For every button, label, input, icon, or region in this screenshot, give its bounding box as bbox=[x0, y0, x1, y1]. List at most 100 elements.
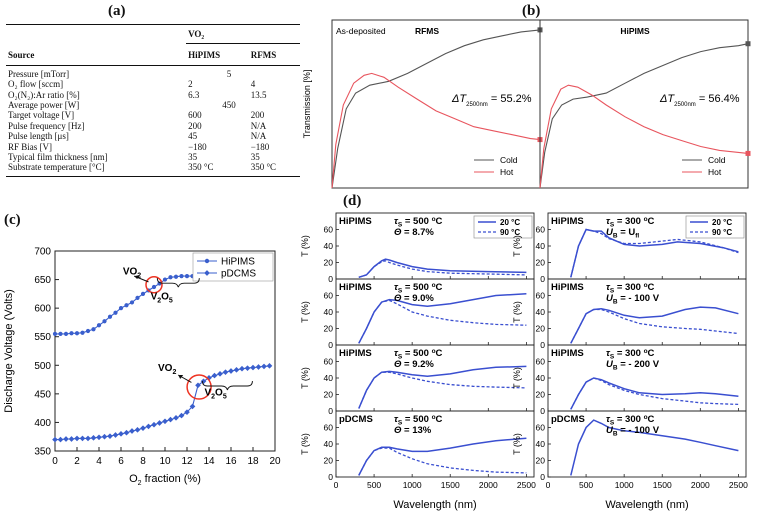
subplot-b-2: HiPIMS ΔT2500nm = 56.4% Cold Hot bbox=[539, 19, 751, 189]
subplot-d-0-0: 0 20 40 60 T (%) HiPIMS τS = 500 oCΘ = 8.7% 20 … bbox=[300, 212, 535, 284]
table-param-name: O₂ flow [sccm] bbox=[8, 79, 64, 90]
table-param-name: Substrate temperature [°C] bbox=[8, 162, 105, 173]
table-hipims-value: 45 bbox=[188, 131, 198, 142]
table-rfms-value: 350 °C bbox=[250, 162, 277, 173]
x-tick-label: 2500 bbox=[517, 480, 536, 490]
table-row: Typical film thickness [nm] 35 35 bbox=[6, 152, 300, 162]
panel-label-c: (c) bbox=[4, 212, 21, 228]
y-axis-label: Discharge Voltage (Volts) bbox=[3, 289, 15, 413]
point-pDCMS bbox=[57, 436, 64, 443]
point-HiPIMS bbox=[184, 274, 190, 279]
x-axis-label-left: Wavelength (nm) bbox=[393, 499, 476, 511]
line-90c bbox=[570, 377, 739, 410]
table-shared-value: 450 bbox=[222, 100, 236, 111]
y-axis-label: T (%) bbox=[300, 433, 310, 455]
table-hipims-value: 35 bbox=[188, 152, 198, 163]
substrate-temp-label: τS = 500 oC bbox=[394, 216, 443, 229]
legend-label-hot: Hot bbox=[500, 167, 514, 177]
point-HiPIMS bbox=[151, 284, 157, 290]
y-axis-label: T (%) bbox=[300, 367, 310, 389]
substrate-temp-label: τS = 300 oC bbox=[606, 414, 655, 427]
table-rfms-value: N/A bbox=[250, 131, 267, 142]
method-label: pDCMS bbox=[339, 414, 373, 425]
point-pDCMS bbox=[156, 420, 163, 426]
x-tick-label: 500 bbox=[367, 480, 381, 490]
y-tick-label: 0 bbox=[328, 406, 333, 416]
annotation-label: VO2 bbox=[123, 266, 141, 279]
y-tick-label: 60 bbox=[324, 225, 334, 235]
line-90c bbox=[358, 371, 527, 409]
point-pDCMS bbox=[233, 367, 240, 373]
point-pDCMS bbox=[244, 365, 251, 371]
y-axis-label: T (%) bbox=[512, 367, 522, 389]
table-param-name: Target voltage [V] bbox=[8, 110, 75, 121]
y-tick-label: 60 bbox=[536, 291, 546, 301]
legend-label-hot: Hot bbox=[708, 167, 722, 177]
subplot-b-1: RFMS As-deposited ΔT2500nm = 55.2% Cold Hot bbox=[331, 19, 543, 189]
table-rfms-value: 200 bbox=[250, 110, 265, 121]
legend-label-20c: 20 °C bbox=[712, 218, 732, 227]
y-axis-label: Transmission [%] bbox=[302, 70, 312, 139]
point-pDCMS bbox=[107, 433, 113, 439]
y-tick-label: 20 bbox=[536, 324, 546, 334]
line-20c bbox=[570, 419, 739, 476]
x-tick-label: 500 bbox=[579, 480, 593, 490]
y-tick-label: 0 bbox=[328, 340, 333, 350]
point-HiPIMS bbox=[113, 310, 118, 315]
point-pDCMS bbox=[189, 403, 196, 410]
arrowhead-vo2-hipims bbox=[134, 275, 140, 280]
y-tick-label: 20 bbox=[324, 324, 334, 334]
x-tick-label: 8 bbox=[140, 456, 146, 467]
point-HiPIMS bbox=[118, 306, 124, 311]
point-pDCMS bbox=[195, 382, 201, 389]
point-pDCMS bbox=[200, 378, 207, 385]
substrate-temp-label: τS = 300 oC bbox=[606, 348, 655, 361]
legend-marker-hipims bbox=[204, 258, 210, 264]
table-material-header: VO₂ bbox=[186, 24, 300, 45]
table-shared-value: 5 bbox=[226, 68, 232, 79]
y-tick-label: 60 bbox=[536, 225, 546, 235]
subplot-title: RFMS bbox=[415, 26, 439, 36]
point-pDCMS bbox=[261, 363, 267, 370]
table-rfms-value: 4 bbox=[250, 79, 256, 90]
point-HiPIMS bbox=[91, 327, 96, 332]
highlight-circle-hipims bbox=[145, 275, 163, 294]
x-tick-label: 4 bbox=[96, 456, 102, 467]
chart-c: 0 2 4 6 8 10 12 14 16 18 20 350 400 450 500 550 600 650 70… bbox=[3, 247, 281, 488]
point-pDCMS bbox=[255, 364, 262, 370]
chart-b: Transmission [%] RFMS As-deposited ΔT2500nm… bbox=[302, 19, 751, 189]
table-rfms-value: N/A bbox=[250, 120, 267, 131]
y-tick-label: 40 bbox=[324, 373, 334, 383]
subplot-d-3-1: 0 20 40 60 0 500 1000 1500 2000 2500 T (%) pDCMS τS … bbox=[512, 410, 748, 490]
point-pDCMS bbox=[151, 421, 157, 428]
point-pDCMS bbox=[90, 435, 97, 441]
y-tick-label: 20 bbox=[324, 258, 334, 268]
table-param-name: O₂(N₂):Ar ratio [%] bbox=[8, 89, 80, 100]
line-90c bbox=[570, 228, 739, 278]
subplot-d-2-0: 0 20 40 60 T (%) HiPIMS τS = 500 oCΘ = 9.2% bbox=[300, 344, 535, 416]
table-row: Pressure [mTorr] 5 bbox=[6, 65, 300, 79]
point-pDCMS bbox=[173, 415, 179, 421]
parameter-label: UB = - 100 V bbox=[606, 425, 660, 438]
y-tick-label: 0 bbox=[540, 340, 545, 350]
legend-label-20c: 20 °C bbox=[500, 218, 520, 227]
annotation-label: V2O5 bbox=[151, 292, 173, 305]
table-row: O₂ flow [sccm] 2 4 bbox=[6, 79, 300, 89]
y-tick-label: 0 bbox=[540, 406, 545, 416]
subplot-title: HiPIMS bbox=[620, 26, 650, 36]
parameter-label: Θ = 9.2% bbox=[394, 359, 434, 370]
end-marker-cold bbox=[745, 41, 751, 47]
chart-d: Wavelength (nm) Wavelength (nm) 0 20 40 60 T (… bbox=[300, 212, 748, 511]
x-tick-label: 1000 bbox=[403, 480, 422, 490]
annotation-label: VO2 bbox=[158, 363, 176, 376]
x-tick-label: 1500 bbox=[441, 480, 460, 490]
y-tick-label: 60 bbox=[536, 423, 546, 433]
corner-note: As-deposited bbox=[336, 26, 386, 36]
legend-label-cold: Cold bbox=[708, 155, 726, 165]
point-pDCMS bbox=[140, 425, 146, 431]
parameter-label: UB = - 100 V bbox=[606, 293, 660, 306]
y-tick-label: 400 bbox=[34, 418, 51, 429]
